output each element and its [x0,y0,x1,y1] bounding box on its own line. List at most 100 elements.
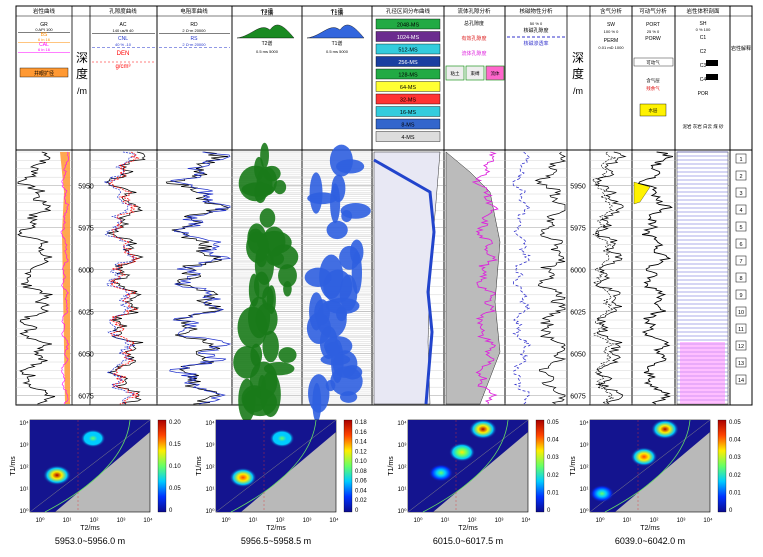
spectrum-blob [326,220,348,240]
depth-tick-left: 6025 [78,310,94,317]
zone-number: 13 [738,361,744,367]
map-colorbar [157,419,167,513]
zone-box [735,221,747,232]
spectrum-blob [278,347,297,363]
spectrum-blob [260,371,281,418]
map-ylabel: T1/ms [196,456,203,476]
perm-curve [591,151,616,405]
sw-curve [594,151,627,405]
depth-axis-label: /m [77,86,87,96]
fluid-total-label: 总孔隙度 [464,20,484,27]
map-cutoff-curve [604,419,691,513]
res-curve-name: RD [190,22,198,28]
pore-bin-label: 2048-MS [397,23,420,29]
zone-box [735,323,747,334]
nmr-scale: 50 % 0 [530,21,543,26]
depth-tick-left: 5950 [78,184,94,191]
zone-number: 3 [739,191,742,197]
map-peak [428,464,454,482]
depth-tick-right: 5975 [570,226,586,233]
lith-curve-name: CAL [39,42,49,48]
spectrum-blob [329,144,353,177]
t1t2-map-3 [407,419,545,513]
spectrum-blob [262,330,279,363]
map-xtick: 10⁴ [143,517,153,524]
t1t2-map-1 [29,419,167,513]
cal-curve [60,151,70,405]
movgas-port-label: PORT [646,22,660,28]
track-title: 含气分析 [600,7,623,15]
zone-box [735,238,747,249]
lith-curve-scale: 0 API 100 [35,27,53,32]
map-ytick: 10⁴ [579,420,589,427]
zone-box [735,340,747,351]
fluid-legend-label: 流体 [491,70,500,77]
pore-interval-curve [373,158,436,405]
spectrum-title: T2谱 [260,9,273,17]
map-ytick: 10⁰ [397,508,407,515]
map-peak [80,429,106,448]
map-xtick: 10¹ [63,518,72,524]
map-ytick: 10⁴ [205,420,215,427]
map-ytick: 10¹ [20,487,29,493]
zone-number: 9 [739,293,742,299]
den-curve [108,151,140,405]
nmr-por-label: 核磁孔隙度 [523,27,548,34]
zone-number: 10 [738,310,744,316]
pore-bin-swatch [375,68,441,80]
zone-box [735,272,747,283]
map-caption: 6039.0~6042.0 m [615,536,685,546]
zone-box [735,255,747,266]
zone-number: 1 [739,157,742,163]
map-ytick: 10² [398,465,407,471]
spectrum-blob [351,251,363,294]
fluid-legend-box [465,65,485,81]
gr-curve [17,151,56,405]
track-title: T1谱 [331,7,343,15]
map-peak [269,429,295,448]
spectrum-blob [340,203,371,219]
map-xtick: 10³ [117,518,126,524]
movgas-scale: 25 % 0 [647,29,660,34]
movgas-legend-1: 可动气 [646,59,660,66]
map-ytick: 10³ [20,443,29,449]
map-xtick: 10² [650,518,659,524]
lithvol-legend: 泥岩 灰岩 白云 煤 砂 [682,123,724,130]
zone-number: 2 [739,174,742,180]
zone-number: 5 [739,225,742,231]
map-peak [43,465,71,486]
spectrum-blob [330,183,341,224]
rs-curve [169,151,232,405]
map-diagonal [29,419,151,513]
spectrum-blob [259,208,276,228]
map-xtick: 10¹ [623,518,632,524]
zone-box [735,153,747,164]
spectrum-header-shape [236,24,295,39]
fluid-gas-label: 流体孔隙度 [461,50,486,57]
map-xtick: 10⁰ [413,517,423,524]
movgas-porw-label: PORW [645,36,661,42]
pore-bin-swatch [375,18,441,30]
colorbar-tick: 0.15 [169,442,181,448]
colorbar-tick: 0.04 [547,438,559,444]
pore-bin-label: 512-MS [398,48,418,54]
pore-bin-label: 64-MS [400,85,417,91]
zone-number: 14 [738,378,744,384]
map-caption: 5953.0~5956.0 m [55,536,125,546]
fluid-pore-fill [445,151,501,405]
pore-bin-swatch [375,56,441,67]
pore-bin-label: 16-MS [400,110,417,116]
pore-bin-label: 32-MS [400,98,417,104]
spectrum-blob [307,192,338,205]
spectrum-scale: 0.5 ms 5000 [256,49,279,54]
lith-curve-scale: 6 in 16 [38,47,51,52]
zone-box [735,204,747,215]
colorbar-tick: 0.05 [547,420,559,426]
nmr-por-curve [534,151,567,405]
spectrum-blob [250,343,263,367]
lithvol-curve-name: C2 [700,49,707,55]
map-ytick: 10¹ [206,487,215,493]
fluid-legend-box [485,65,505,81]
lithvol-scale: 0 % 100 [696,27,711,32]
lithvol-curve-name: C4 [700,77,707,83]
